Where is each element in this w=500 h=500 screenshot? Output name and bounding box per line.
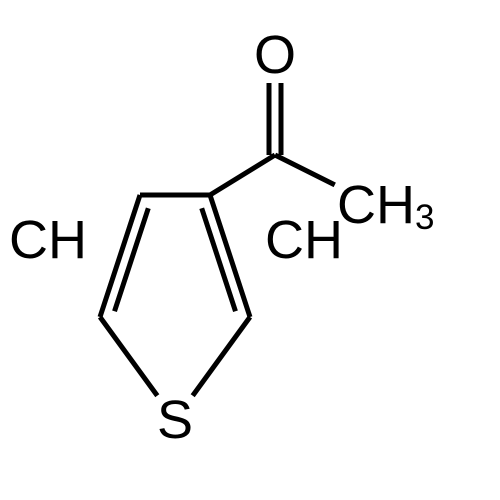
atom-label-O: O: [254, 25, 296, 85]
bond-C5-C6: [210, 155, 275, 195]
bond-S-C2: [100, 317, 157, 396]
bond-S-C4: [193, 317, 250, 396]
ch-label: CH: [9, 210, 87, 270]
molecule-diagram: SOCH3CHCH: [0, 0, 500, 500]
ch-label: CH: [265, 210, 343, 270]
bond-C6-CH3: [275, 155, 335, 185]
atom-label-S: S: [157, 390, 193, 450]
atom-label-CH3: CH3: [337, 175, 435, 236]
